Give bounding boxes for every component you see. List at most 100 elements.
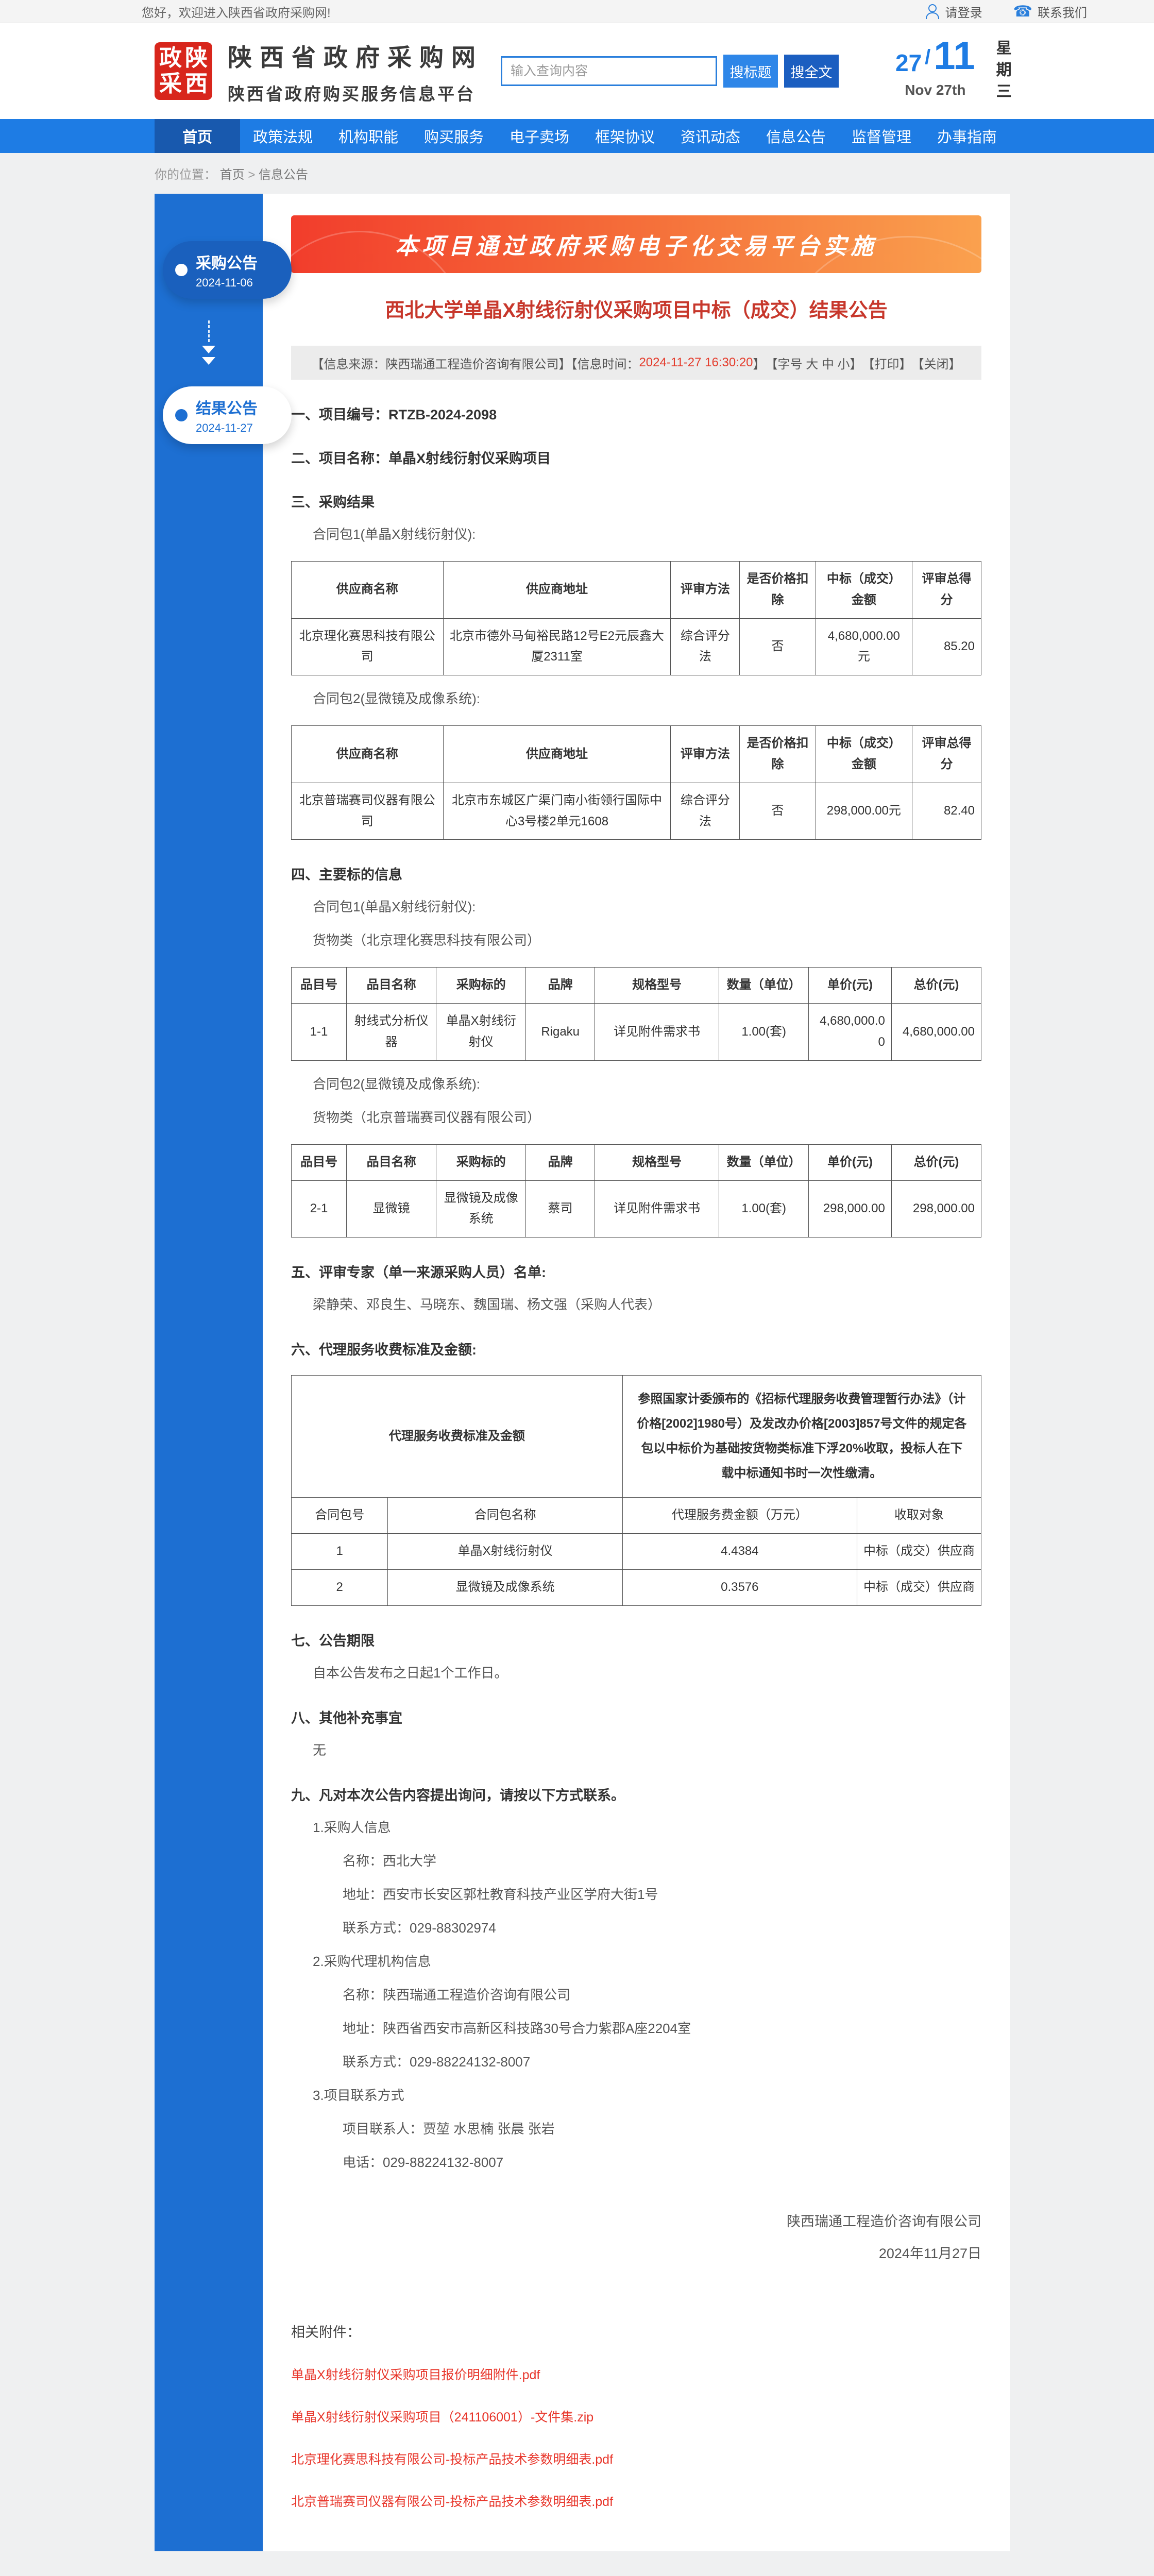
header-cell: 总价(元): [891, 1144, 982, 1181]
header-cell: 品目名称: [346, 967, 437, 1004]
nav-item-1[interactable]: 政策法规: [252, 129, 313, 146]
search-fulltext-button[interactable]: 搜全文: [784, 55, 839, 88]
meta-time: 2024-11-27 16:30:20: [639, 355, 753, 370]
date-widget: 27 / 11 Nov 27th 星期三: [895, 37, 1059, 105]
article-title: 西北大学单晶X射线衍射仪采购项目中标（成交）结果公告: [385, 300, 888, 321]
logo-char: 西: [185, 71, 208, 96]
table-cell: 北京市东城区广渠门南小街领行国际中心3号楼2单元1608: [443, 782, 671, 840]
table-row: 1-1 射线式分析仪器 单晶X射线衍射仪 Rigaku 详见附件需求书 1.00(套) 4,…: [291, 1003, 982, 1061]
nav-item-3[interactable]: 购买服务: [423, 129, 484, 146]
article-meta-bar: 【信息来源：陕西瑞通工程造价咨询有限公司】【信息时间： 2024-11-27 1…: [291, 346, 981, 380]
table-row: 1 单晶X射线衍射仪 4.4384 中标（成交）供应商: [291, 1533, 982, 1570]
topbar: 您好，欢迎进入陕西省政府采购网! 请登录 ☎ 联系我们: [0, 0, 1154, 23]
close-button[interactable]: 【关闭】: [911, 357, 961, 371]
nav-item-0[interactable]: 首页: [155, 119, 240, 153]
meta-time-end: 】: [753, 357, 766, 371]
table-cell: 详见附件需求书: [595, 1003, 720, 1061]
header-cell: 品目号: [291, 1144, 347, 1181]
table-header-row: 合同包号 合同包名称 代理服务费金额（万元） 收取对象: [291, 1497, 982, 1534]
search-bar: 搜标题 搜全文: [501, 55, 839, 88]
signature-block: 陕西瑞通工程造价咨询有限公司 2024年11月27日: [291, 2206, 981, 2269]
paragraph: 电话：029-88224132-8007: [343, 2154, 504, 2170]
contact-link[interactable]: ☎ 联系我们: [1013, 3, 1087, 21]
table-cell: 82.40: [912, 782, 981, 840]
header-cell: 采购标的: [436, 967, 527, 1004]
attachment-link-0[interactable]: 单晶X射线衍射仪采购项目报价明细附件.pdf: [291, 2367, 540, 2382]
nav-item-8[interactable]: 监督管理: [851, 129, 911, 146]
table-cell: 1: [291, 1533, 388, 1570]
table-cell: 射线式分析仪器: [346, 1003, 437, 1061]
breadcrumb-home-link[interactable]: 首页: [219, 168, 245, 182]
sidebar-step-1[interactable]: 结果公告 2024-11-27: [163, 386, 292, 444]
date-month: 11: [934, 34, 975, 78]
table-top-row: 代理服务收费标准及金额 参照国家计委颁布的《招标代理服务收费管理暂行办法》（计价格…: [291, 1375, 982, 1498]
site-logo[interactable]: 政 陕 采 西: [155, 42, 212, 100]
login-link[interactable]: 请登录: [926, 3, 982, 21]
table-cell: 显微镜及成像系统: [387, 1569, 623, 1606]
section-heading: 四、主要标的信息: [291, 867, 402, 883]
site-subtitle: 陕西省政府购买服务信息平台: [228, 84, 476, 104]
nav-item-2[interactable]: 机构职能: [338, 129, 398, 146]
table-cell: 蔡司: [525, 1180, 596, 1238]
table-cell: 中标（成交）供应商: [856, 1533, 982, 1570]
table-cell: 1-1: [291, 1003, 347, 1061]
header-cell: 供应商名称: [291, 725, 444, 783]
attachments-heading: 相关附件：: [291, 2324, 361, 2340]
header-cell: 单价(元): [808, 967, 892, 1004]
step-texts: 结果公告 2024-11-27: [196, 396, 258, 435]
user-icon: [926, 4, 939, 19]
site-title: 陕西省政府采购网: [228, 43, 483, 71]
nav-item-7[interactable]: 信息公告: [766, 129, 826, 146]
table-header-row: 品目号 品目名称 采购标的 品牌 规格型号 数量（单位） 单价(元) 总价(元): [291, 967, 982, 1004]
attachment-link-2[interactable]: 北京理化赛思科技有限公司-投标产品技术参数明细表.pdf: [291, 2452, 614, 2467]
article-card: 本项目通过政府采购电子化交易平台实施 西北大学单晶X射线衍射仪采购项目中标（成交…: [263, 194, 1010, 2551]
nav-item-6[interactable]: 资讯动态: [680, 129, 740, 146]
header-cell: 品目名称: [346, 1144, 437, 1181]
search-title-button[interactable]: 搜标题: [723, 55, 778, 88]
nav-item-5[interactable]: 框架协议: [595, 129, 655, 146]
attachment-link-1[interactable]: 单晶X射线衍射仪采购项目（241106001）-文件集.zip: [291, 2410, 594, 2425]
contact-label: 联系我们: [1038, 6, 1087, 20]
table-fees: 代理服务收费标准及金额 参照国家计委颁布的《招标代理服务收费管理暂行办法》（计价格…: [291, 1375, 982, 1606]
table-row: 2 显微镜及成像系统 0.3576 中标（成交）供应商: [291, 1569, 982, 1606]
sidebar-step-0[interactable]: 采购公告 2024-11-06: [163, 241, 292, 299]
header-cell: 评审方法: [670, 725, 740, 783]
step-title: 结果公告: [196, 400, 258, 417]
meta-source: 【信息来源：陕西瑞通工程造价咨询有限公司】【信息时间：: [311, 357, 639, 371]
header-cell: 是否价格扣除: [739, 725, 816, 783]
paragraph: 2.采购代理机构信息: [313, 1953, 431, 1969]
table-cell: 否: [739, 782, 816, 840]
nav-item-9[interactable]: 办事指南: [937, 129, 997, 146]
print-button[interactable]: 【打印】: [862, 357, 912, 371]
font-size-control[interactable]: 【字号 大 中 小】: [765, 357, 862, 371]
paragraph: 合同包2(显微镜及成像系统):: [313, 691, 481, 707]
paragraph: 地址：陕西省西安市高新区科技路30号合力紫郡A座2204室: [343, 2020, 691, 2036]
date-english: Nov 27th: [905, 82, 966, 98]
breadcrumb-label: 你的位置：: [155, 168, 216, 182]
step-texts: 采购公告 2024-11-06: [196, 250, 258, 290]
table-cell: 北京普瑞赛司仪器有限公司: [291, 782, 444, 840]
attachment-link-3[interactable]: 北京普瑞赛司仪器有限公司-投标产品技术参数明细表.pdf: [291, 2494, 614, 2509]
table-cell: 显微镜及成像系统: [436, 1180, 527, 1238]
table-items1: 品目号 品目名称 采购标的 品牌 规格型号 数量（单位） 单价(元) 总价(元) 1-1 射线式分…: [291, 967, 982, 1061]
step-date: 2024-11-06: [196, 276, 253, 289]
table-row: 北京理化赛思科技有限公司 北京市德外马甸裕民路12号E2元辰鑫大厦2311室 综合评…: [291, 618, 981, 676]
date-separator: /: [925, 46, 931, 69]
paragraph: 合同包1(单晶X射线衍射仪):: [313, 899, 476, 915]
table-cell: Rigaku: [525, 1003, 596, 1061]
table-row: 北京普瑞赛司仪器有限公司 北京市东城区广渠门南小街领行国际中心3号楼2单元1608…: [291, 782, 981, 840]
section-heading: 六、代理服务收费标准及金额:: [291, 1342, 477, 1358]
header-cell: 代理服务费金额（万元）: [622, 1497, 857, 1534]
header-cell: 收取对象: [856, 1497, 982, 1534]
header-cell: 供应商地址: [443, 725, 671, 783]
table-cell: 298,000.00: [808, 1180, 892, 1238]
nav-item-4[interactable]: 电子卖场: [509, 129, 569, 146]
header-cell: 合同包号: [291, 1497, 388, 1534]
table-cell: 1.00(套): [719, 1003, 809, 1061]
banner-text: 本项目通过政府采购电子化交易平台实施: [395, 234, 877, 259]
table-cell: 298,000.00: [891, 1180, 982, 1238]
search-input[interactable]: [501, 56, 717, 86]
table-cell: 否: [739, 618, 816, 676]
header-cell: 供应商名称: [291, 561, 444, 619]
table-cell: 综合评分法: [670, 782, 740, 840]
